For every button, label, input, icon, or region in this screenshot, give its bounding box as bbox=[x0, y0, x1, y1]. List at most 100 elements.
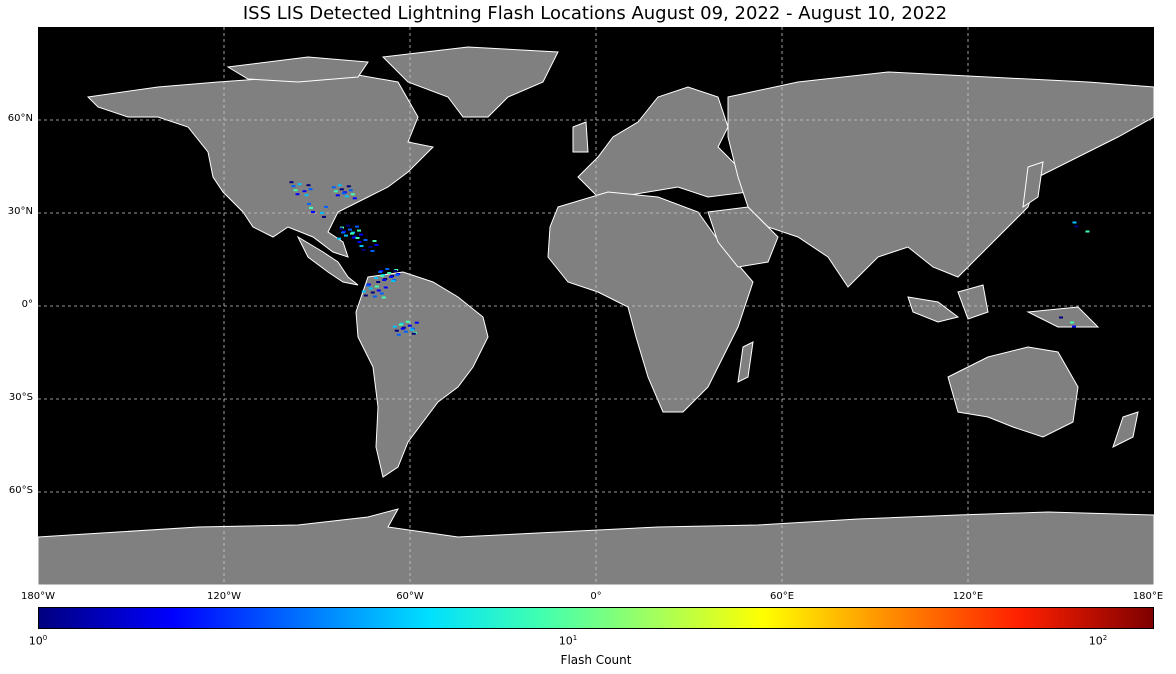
lightning-flash-mark bbox=[341, 192, 346, 195]
lightning-flash-mark bbox=[361, 249, 366, 251]
lightning-flash-mark bbox=[308, 188, 313, 191]
lightning-flash-mark bbox=[355, 237, 360, 239]
lightning-flash-mark bbox=[372, 295, 377, 298]
lightning-flash-mark bbox=[359, 245, 364, 247]
colorbar-tick-1: 100 bbox=[28, 634, 48, 648]
lightning-flash-mark bbox=[387, 272, 392, 274]
lightning-flash-mark bbox=[407, 324, 412, 327]
lat-tick-60s: 60°S bbox=[8, 485, 33, 496]
land-australia bbox=[947, 346, 1079, 438]
lightning-flash-mark bbox=[1072, 325, 1076, 328]
lightning-flash-mark bbox=[1070, 321, 1074, 324]
lightning-flash-mark bbox=[346, 224, 350, 227]
land-uk bbox=[572, 121, 589, 153]
lon-tick-60e: 60°E bbox=[769, 591, 795, 602]
lat-tick-0: 0° bbox=[21, 299, 33, 310]
lightning-flash-mark bbox=[1059, 316, 1063, 319]
land-north-america bbox=[86, 74, 435, 258]
land-indonesia bbox=[907, 296, 960, 323]
lightning-flash-mark bbox=[1074, 225, 1079, 228]
lon-tick-60w: 60°W bbox=[396, 591, 424, 602]
map-canvas bbox=[38, 27, 1154, 585]
lightning-flash-mark bbox=[348, 189, 353, 192]
lightning-flash-mark bbox=[337, 237, 341, 240]
land-antarctica bbox=[38, 508, 1154, 585]
colorbar-tick-100: 102 bbox=[1088, 634, 1108, 648]
lightning-flash-mark bbox=[311, 210, 315, 213]
lightning-flash-mark bbox=[374, 285, 379, 288]
lightning-flash-mark bbox=[333, 190, 338, 193]
lightning-flash-mark bbox=[335, 194, 340, 197]
lightning-flash-mark bbox=[411, 332, 416, 335]
land-arctic-islands bbox=[226, 56, 369, 83]
lightning-flash-mark bbox=[355, 225, 359, 228]
lightning-flash-mark bbox=[302, 190, 307, 193]
lightning-flash-mark bbox=[409, 328, 414, 331]
lightning-flash-mark bbox=[322, 215, 326, 218]
lightning-flash-mark bbox=[400, 327, 405, 330]
lightning-flash-mark bbox=[339, 227, 343, 230]
lightning-flash-mark bbox=[320, 211, 324, 214]
land-africa bbox=[547, 191, 754, 413]
land-madagascar bbox=[737, 341, 754, 383]
lightning-flash-mark bbox=[379, 292, 384, 295]
land-asia bbox=[727, 71, 1154, 288]
lightning-flash-mark bbox=[391, 280, 396, 282]
colorbar-tick-10: 101 bbox=[558, 634, 578, 648]
lightning-flash-mark bbox=[346, 185, 351, 188]
lightning-flash-mark bbox=[363, 239, 368, 241]
lat-tick-30s: 30°S bbox=[8, 392, 33, 403]
colorbar-label: Flash Count bbox=[560, 653, 632, 667]
land-arabia bbox=[707, 206, 779, 268]
lightning-flash-mark bbox=[295, 193, 300, 196]
lat-tick-30n: 30°N bbox=[7, 206, 33, 217]
lightning-flash-mark bbox=[392, 325, 397, 328]
lightning-flash-mark bbox=[361, 290, 366, 293]
lightning-flash-mark bbox=[348, 228, 352, 231]
lightning-flash-mark bbox=[395, 274, 400, 276]
lightning-flash-mark bbox=[380, 275, 385, 277]
lightning-flash-mark bbox=[337, 184, 342, 187]
lightning-flash-mark bbox=[370, 250, 375, 252]
lon-tick-120e: 120°E bbox=[952, 591, 984, 602]
lightning-flash-mark bbox=[383, 286, 388, 289]
lightning-flash-mark bbox=[324, 205, 328, 208]
land-south-america bbox=[355, 271, 489, 478]
lightning-flash-mark bbox=[378, 271, 383, 273]
lightning-flash-mark bbox=[350, 232, 354, 235]
lon-tick-180e: 180°E bbox=[1132, 591, 1164, 602]
colorbar bbox=[38, 607, 1154, 629]
lightning-flash-mark bbox=[382, 279, 387, 281]
lightning-flash-mark bbox=[368, 246, 373, 248]
lightning-flash-mark bbox=[306, 184, 311, 187]
lightning-flash-mark bbox=[297, 183, 302, 186]
lightning-flash-mark bbox=[289, 181, 294, 184]
land-europe bbox=[577, 86, 749, 198]
land-borneo bbox=[957, 284, 989, 320]
land-central-america bbox=[296, 235, 359, 286]
lightning-flash-mark bbox=[309, 206, 313, 209]
lightning-flash-mark bbox=[385, 268, 390, 270]
lightning-flash-mark bbox=[331, 186, 336, 189]
lightning-flash-mark bbox=[381, 296, 386, 299]
lightning-flash-mark bbox=[350, 193, 355, 196]
lightning-flash-mark bbox=[293, 189, 298, 192]
land-japan bbox=[1022, 161, 1044, 209]
lightning-flash-mark bbox=[352, 197, 357, 200]
lightning-flash-mark bbox=[394, 329, 399, 332]
lightning-flash-mark bbox=[339, 188, 344, 191]
lightning-flash-mark bbox=[389, 276, 394, 278]
lightning-flash-mark bbox=[1072, 221, 1077, 224]
lightning-flash-mark bbox=[344, 195, 349, 198]
lightning-flash-mark bbox=[365, 284, 370, 287]
lightning-flash-mark bbox=[376, 289, 381, 292]
land-new-zealand bbox=[1112, 411, 1139, 448]
lightning-flash-mark bbox=[357, 229, 361, 232]
lightning-flash-mark bbox=[363, 294, 368, 297]
lon-tick-0: 0° bbox=[590, 591, 602, 602]
lat-tick-60n: 60°N bbox=[7, 113, 33, 124]
lightning-flash-mark bbox=[376, 281, 381, 283]
lightning-flash-mark bbox=[370, 291, 375, 294]
lightning-flash-mark bbox=[344, 234, 348, 237]
lon-tick-120w: 120°W bbox=[207, 591, 241, 602]
